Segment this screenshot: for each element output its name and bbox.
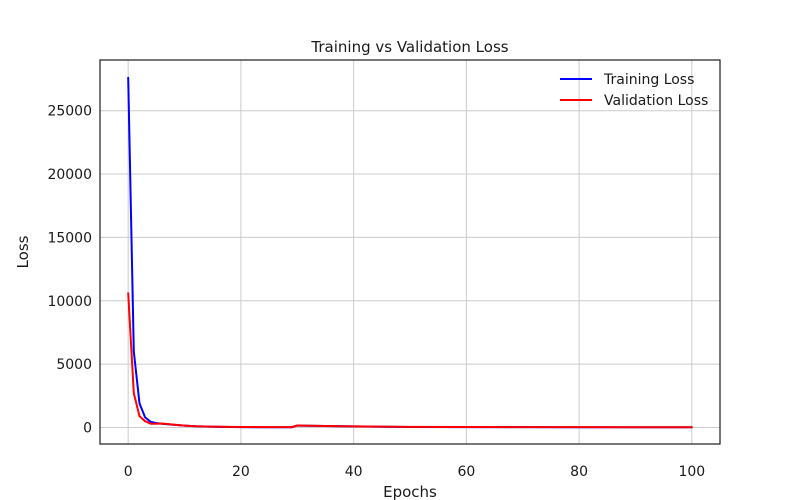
y-tick-label: 20000 xyxy=(47,167,92,183)
y-axis-label: Loss xyxy=(14,235,32,268)
chart-title: Training vs Validation Loss xyxy=(310,38,508,56)
x-tick-label: 20 xyxy=(232,464,250,480)
x-tick-label: 0 xyxy=(124,464,133,480)
legend-label-validation: Validation Loss xyxy=(604,93,708,109)
plot-frame xyxy=(99,59,721,445)
series-lines xyxy=(127,76,693,429)
x-tick-label: 100 xyxy=(678,464,705,480)
legend-label-training: Training Loss xyxy=(603,72,694,88)
x-tick-label: 60 xyxy=(457,464,475,480)
y-tick-label: 5000 xyxy=(56,357,92,373)
y-tick-labels: 0 5000 10000 15000 20000 25000 xyxy=(47,104,92,437)
y-tick-label: 0 xyxy=(83,421,92,437)
y-tick-label: 25000 xyxy=(47,104,92,120)
x-tick-label: 80 xyxy=(570,464,588,480)
y-tick-label: 15000 xyxy=(47,230,92,246)
x-tick-labels: 0 20 40 60 80 100 xyxy=(124,464,705,480)
validation-loss-line xyxy=(127,292,693,429)
y-tick-label: 10000 xyxy=(47,294,92,310)
x-tick-label: 40 xyxy=(345,464,363,480)
legend: Training Loss Validation Loss xyxy=(560,72,708,109)
x-axis-label: Epochs xyxy=(383,483,437,500)
